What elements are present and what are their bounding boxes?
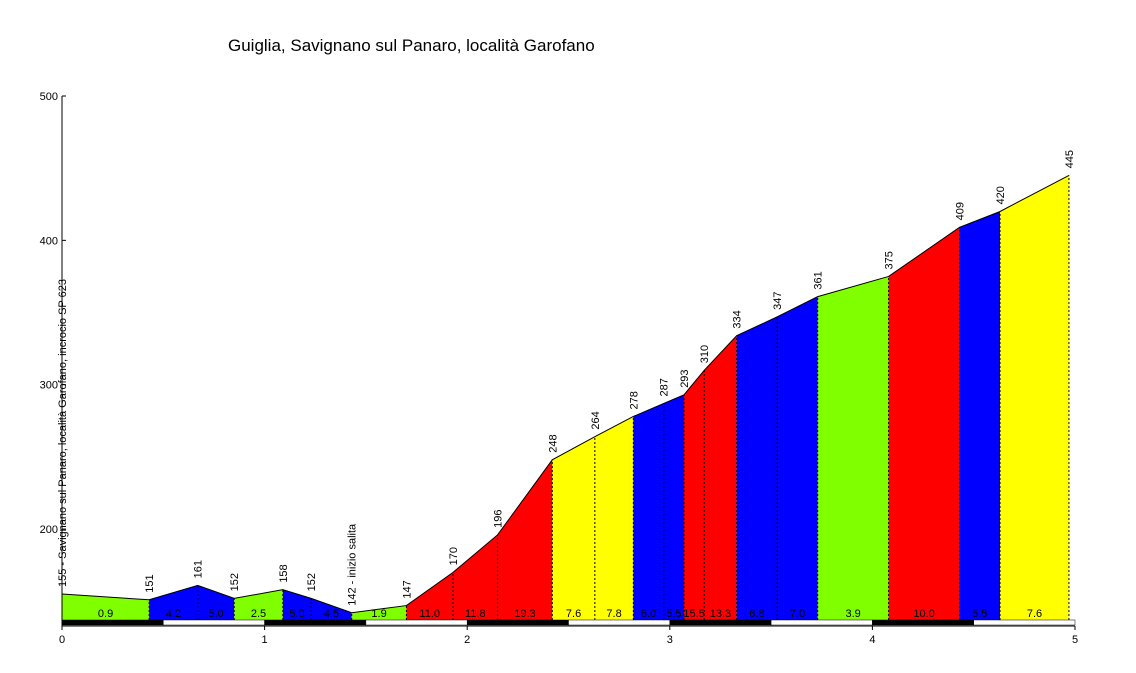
point-elevation-label: 361: [813, 271, 825, 289]
point-elevation-label: 158: [278, 564, 290, 582]
x-tick-label: 4: [869, 634, 875, 646]
gradient-label: 7.6: [566, 608, 581, 620]
profile-line: [61, 174, 1070, 614]
gradient-label: 0.9: [98, 608, 113, 620]
point-labels: 155 - Savignano sul Panaro, località Gar…: [57, 150, 1076, 606]
point-elevation-label: 152: [306, 573, 318, 591]
y-tick-label: 400: [40, 235, 58, 247]
scale-bar-block: [872, 619, 974, 626]
point-elevation-label: 445: [1064, 150, 1076, 168]
point-elevation-label: 248: [547, 434, 559, 452]
gradient-label: 11.8: [465, 608, 486, 620]
gradient-label: 5.0: [208, 608, 223, 620]
point-elevation-label: 347: [772, 292, 784, 310]
axes: [61, 96, 1075, 627]
point-elevation-label: 152: [229, 573, 241, 591]
segment-fill-7: [552, 416, 634, 620]
segment-dividers: [148, 175, 1070, 620]
gradient-labels: 0.9 4.2 5.0 2.5 5.0 4.5 1.9 11.0 11.8 19.3 7.6 7.8 6…: [98, 608, 1042, 620]
gradient-label: 7.0: [790, 608, 805, 620]
segment-fill-2: [149, 585, 235, 620]
gradient-label: 4.2: [166, 608, 181, 620]
point-elevation-label: 278: [628, 391, 640, 409]
x-tick-label: 3: [667, 634, 673, 646]
segment-fill-13: [959, 211, 1001, 620]
profile-outline: [61, 174, 1070, 614]
point-elevation-label: 264: [590, 411, 602, 429]
scale-bar-block: [264, 619, 367, 626]
point-elevation-label: 409: [955, 202, 967, 220]
gradient-label: 7.8: [606, 608, 621, 620]
gradient-label: 11.0: [419, 608, 440, 620]
segment-fill-11: [817, 276, 889, 620]
segment-fill-5: [351, 605, 407, 620]
segment-fills: [62, 175, 1069, 621]
point-elevation-label: 147: [401, 580, 413, 598]
point-elevation-label: 155 - Savignano sul Panaro, località Gar…: [57, 279, 69, 587]
gradient-label: 15.5: [683, 608, 704, 620]
segment-fill-3: [234, 589, 283, 620]
scale-bar-block: [973, 619, 1076, 626]
x-tick-label: 5: [1072, 634, 1078, 646]
scale-bar-block: [61, 619, 164, 626]
scale-bar-block: [669, 619, 772, 626]
y-tick-label: 300: [40, 380, 58, 392]
point-elevation-label: 151: [144, 574, 156, 592]
point-elevation-label: 420: [995, 186, 1007, 204]
point-elevation-label: 142 - inizio salita: [347, 523, 359, 606]
x-tick-label: 2: [464, 634, 470, 646]
gradient-label: 13.3: [710, 608, 731, 620]
chart-title: Guiglia, Savignano sul Panaro, località …: [228, 36, 595, 55]
scale-bar-block: [163, 619, 265, 626]
gradient-label: 7.6: [1027, 608, 1042, 620]
point-elevation-label: 161: [193, 560, 205, 578]
scale-bar-block: [365, 619, 468, 626]
scale-bar-block: [770, 619, 873, 626]
gradient-label: 19.3: [514, 608, 535, 620]
scale-bar-block: [466, 619, 569, 626]
gradient-label: 2.5: [251, 608, 266, 620]
point-elevation-label: 310: [699, 345, 711, 363]
gradient-label: 6.0: [641, 608, 656, 620]
point-elevation-label: 293: [679, 369, 691, 387]
gradient-label: 10.0: [913, 608, 934, 620]
gradient-label: 6.8: [749, 608, 764, 620]
segment-fill-12: [888, 227, 960, 620]
segment-fill-6: [406, 459, 553, 620]
gradient-label: 3.9: [846, 608, 861, 620]
segment-fill-4: [282, 589, 352, 620]
gradient-label: 1.9: [371, 608, 386, 620]
distance-scale-bar: [61, 619, 1076, 626]
segment-fill-9: [683, 335, 737, 620]
y-tick-label: 200: [40, 524, 58, 536]
gradient-label: 5.5: [972, 608, 987, 620]
gradient-label: 5.0: [289, 608, 304, 620]
scale-bar-block: [568, 619, 671, 626]
x-tick-label: 0: [59, 634, 65, 646]
gradient-label: 4.5: [324, 608, 339, 620]
segment-fill-8: [633, 394, 684, 620]
segment-fill-1: [62, 594, 150, 620]
point-elevation-label: 375: [884, 251, 896, 269]
segment-fill-14: [1000, 175, 1069, 621]
point-elevation-label: 170: [448, 547, 460, 565]
x-tick-label: 1: [262, 634, 268, 646]
point-elevation-label: 287: [659, 378, 671, 396]
point-elevation-label: 196: [493, 509, 505, 527]
y-tick-label: 500: [40, 91, 58, 103]
gradient-label: 5.5: [666, 608, 681, 620]
tick-labels: 200 300 400 500 0 1 2 3 4 5: [40, 91, 1078, 646]
point-elevation-label: 334: [732, 310, 744, 328]
